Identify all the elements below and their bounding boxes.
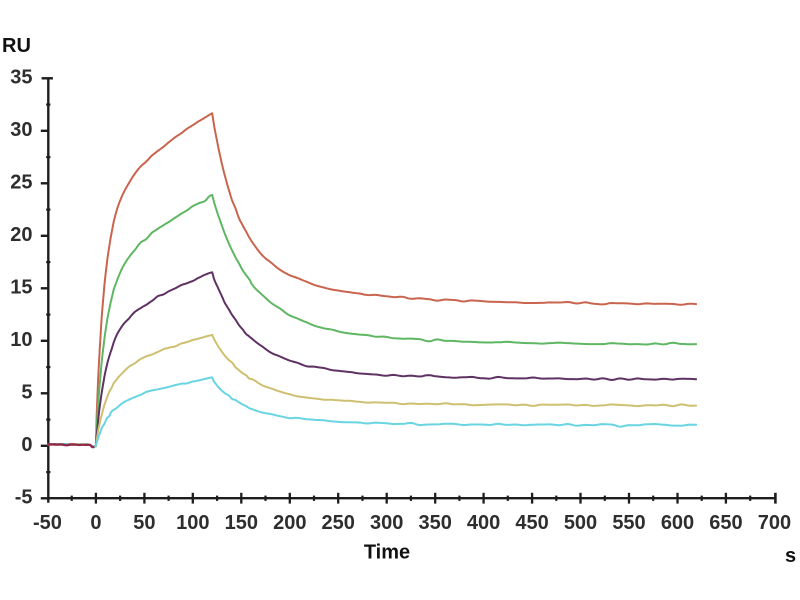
svg-text:600: 600 — [661, 512, 694, 534]
svg-text:50: 50 — [133, 512, 155, 534]
svg-text:300: 300 — [370, 512, 403, 534]
svg-text:-50: -50 — [33, 512, 62, 534]
svg-text:-5: -5 — [15, 487, 33, 509]
svg-text:250: 250 — [322, 512, 355, 534]
svg-text:150: 150 — [225, 512, 258, 534]
svg-text:30: 30 — [10, 119, 32, 141]
svg-text:550: 550 — [612, 512, 645, 534]
svg-text:0: 0 — [21, 434, 32, 456]
svg-text:10: 10 — [10, 329, 32, 351]
svg-text:s: s — [785, 545, 796, 567]
svg-text:400: 400 — [467, 512, 500, 534]
svg-text:20: 20 — [10, 224, 32, 246]
svg-text:450: 450 — [515, 512, 548, 534]
svg-text:RU: RU — [2, 35, 31, 57]
svg-text:25: 25 — [10, 172, 32, 194]
svg-text:0: 0 — [90, 512, 101, 534]
svg-text:200: 200 — [273, 512, 306, 534]
svg-text:Time: Time — [364, 542, 410, 564]
svg-text:500: 500 — [564, 512, 597, 534]
svg-text:650: 650 — [709, 512, 742, 534]
svg-text:350: 350 — [419, 512, 452, 534]
svg-text:5: 5 — [21, 382, 32, 404]
svg-text:700: 700 — [758, 512, 791, 534]
svg-text:15: 15 — [10, 277, 32, 299]
svg-text:100: 100 — [176, 512, 209, 534]
svg-text:35: 35 — [10, 67, 32, 89]
